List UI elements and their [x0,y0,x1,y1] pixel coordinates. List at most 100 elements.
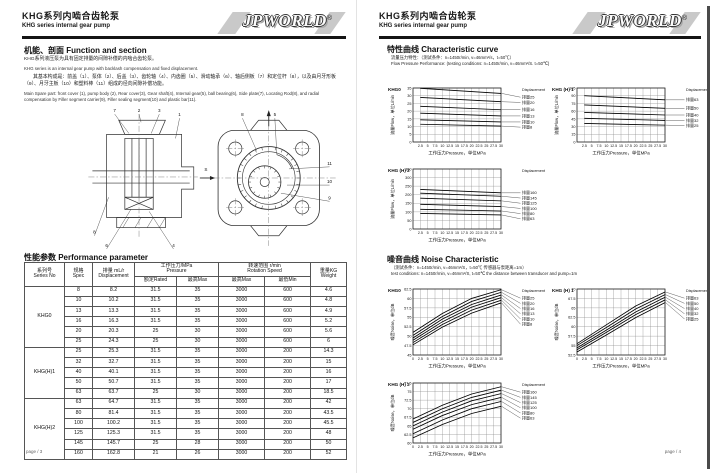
noise-chart-khg2: 0 2.5 5 7.5 10 12.5 15 17.5 20 22.5 25 27.5 30 60 62.5… [387,377,547,468]
svg-text:90: 90 [571,94,575,98]
svg-text:排量10: 排量10 [522,118,535,124]
table-row: 50 50.7 31.5 35 3000 200 17 [25,377,348,389]
svg-text:75: 75 [571,102,575,106]
svg-text:0: 0 [412,357,414,361]
table-cell: 4.8 [310,295,348,308]
flow-chart-khg1: 2.5 5 7.5 10 12.5 15 17.5 20 22.5 25 27.5 30 0 15 30 45… [551,82,710,167]
table-cell: 3000 [218,377,266,389]
svg-text:5: 5 [591,144,593,148]
svg-text:55: 55 [571,344,575,348]
svg-text:5: 5 [409,133,411,137]
table-cell: 16 [64,316,93,328]
svg-text:10: 10 [407,125,411,129]
table-cell: 10 [64,295,93,308]
svg-text:排量20: 排量20 [522,99,535,105]
svg-text:7.5: 7.5 [597,144,602,148]
table-cell: 4.6 [310,285,348,297]
svg-text:排量32: 排量32 [686,117,699,123]
table-cell: 32 [64,356,93,369]
svg-text:流量Flow，单位L/min: 流量Flow，单位L/min [553,94,560,135]
table-cell: 3000 [218,407,266,420]
function-description: KHG系列液压泵为具有固定排量的间隙补偿的内啮合齿轮泵。 KHG series … [24,56,344,106]
svg-text:7: 7 [113,108,116,113]
svg-text:62.5: 62.5 [404,287,411,291]
svg-text:工作压力Pressure，单位MPa: 工作压力Pressure，单位MPa [428,451,486,458]
flow-conditions-cn: 流量压力特性：（测试条件：n=1450r/min, v=46mm²/s，t=50… [391,55,514,60]
jpworld-logo: JPWORLD® [572,11,701,35]
svg-text:2.5: 2.5 [418,231,423,235]
svg-text:排量145: 排量145 [522,394,537,400]
table-cell: 31.5 [134,285,177,297]
table-cell: 162.8 [92,448,135,460]
table-cell: 600 [264,285,312,297]
table-cell: 35 [175,306,220,318]
svg-text:35: 35 [407,86,411,90]
table-cell: 3000 [218,418,266,430]
noise-conditions-en: test conditions: n=1450r/min, v=46mm²/S,… [391,271,578,277]
svg-text:57.5: 57.5 [568,335,575,339]
performance-section-heading: 性能参数 Performance parameter [24,253,149,262]
table-cell: 3000 [218,336,266,348]
svg-text:65: 65 [407,424,411,428]
table-cell: 31.5 [134,377,177,389]
svg-text:S: S [204,167,207,172]
svg-text:排量16: 排量16 [522,106,535,112]
svg-text:工作压力Pressure，单位MPa: 工作压力Pressure，单位MPa [428,363,486,370]
noise-khg2-svg: 0 2.5 5 7.5 10 12.5 15 17.5 20 22.5 25 27.5 30 60 62.5… [388,381,546,458]
table-cell: 125 [64,428,93,440]
table-cell: 30 [175,336,220,348]
noise-khg0-svg: 0 2.5 5 7.5 10 12.5 15 17.5 20 22.5 25 27.5 304547.5… [388,287,546,370]
table-cell: 35 [175,285,220,297]
table-row: 145 145.7 25 28 3000 200 50 [25,438,348,450]
svg-text:排量80: 排量80 [522,409,535,415]
col-spec: 规格 Spec [64,262,93,287]
svg-text:10: 10 [327,179,333,184]
svg-text:1: 1 [178,112,181,117]
svg-text:排量100: 排量100 [522,404,537,410]
table-cell: 200 [264,407,312,420]
table-cell: 145.7 [92,438,135,450]
svg-text:20: 20 [634,144,638,148]
svg-text:10: 10 [604,357,608,361]
svg-text:排量16: 排量16 [522,305,535,311]
svg-text:45: 45 [407,353,411,357]
pump-drawing-svg: 7 2 3 1 8 6 4 8 5 11 10 9 S [88,108,336,250]
svg-text:22.5: 22.5 [640,144,647,148]
svg-text:15: 15 [407,117,411,121]
svg-text:工作压力Pressure，单位MPa: 工作压力Pressure，单位MPa [428,237,486,244]
svg-text:KHG (H) 1: KHG (H) 1 [552,87,574,92]
table-cell: 200 [264,448,312,460]
svg-text:250: 250 [405,185,411,189]
table-cell: 30 [175,326,220,338]
svg-text:3: 3 [158,108,161,113]
table-cell: 600 [264,316,312,328]
table-cell: 25 [134,387,177,399]
svg-text:排量145: 排量145 [522,194,537,200]
svg-text:17.5: 17.5 [461,357,468,361]
svg-text:20: 20 [470,357,474,361]
svg-text:52.5: 52.5 [404,325,411,329]
svg-text:30: 30 [407,94,411,98]
table-header-row: 系列号 Series No 规格 Spec 排量 mL/r Displacement … [24,262,348,287]
svg-text:30: 30 [499,445,503,449]
page-title-cn: KHG系列内啮合齿轮泵 [379,11,477,21]
table-cell: 3000 [218,428,266,440]
registered-mark: ® [681,14,687,22]
noise-test-conditions: （测试条件：n=1450r/min, v=46mm²/S，t=50℃ 传感器与泵… [391,265,691,278]
svg-text:15: 15 [455,144,459,148]
svg-text:25: 25 [648,144,652,148]
col-displacement: 排量 mL/r Displacement [92,262,135,287]
table-cell: 31.5 [134,407,177,420]
svg-text:17.5: 17.5 [461,231,468,235]
construction-text-cn: 其基本构成是：前盖（1）、泵体（2）、后盖（3）、齿轮轴（4）、内齿圈（5）、滑… [24,75,336,88]
svg-text:排量160: 排量160 [522,189,537,195]
svg-text:工作压力Pressure，单位MPa: 工作压力Pressure，单位MPa [592,150,650,157]
table-row: 63 63.7 25 30 3000 200 18.5 [25,387,348,399]
table-cell: 31.5 [134,367,177,379]
table-cell: 35 [175,295,220,308]
svg-text:排量100: 排量100 [522,205,537,211]
col-series: 系列号 Series No [24,262,65,287]
table-row: 10 10.2 31.5 35 3000 600 4.8 [25,295,348,308]
svg-text:7.5: 7.5 [597,357,602,361]
svg-text:5: 5 [427,231,429,235]
